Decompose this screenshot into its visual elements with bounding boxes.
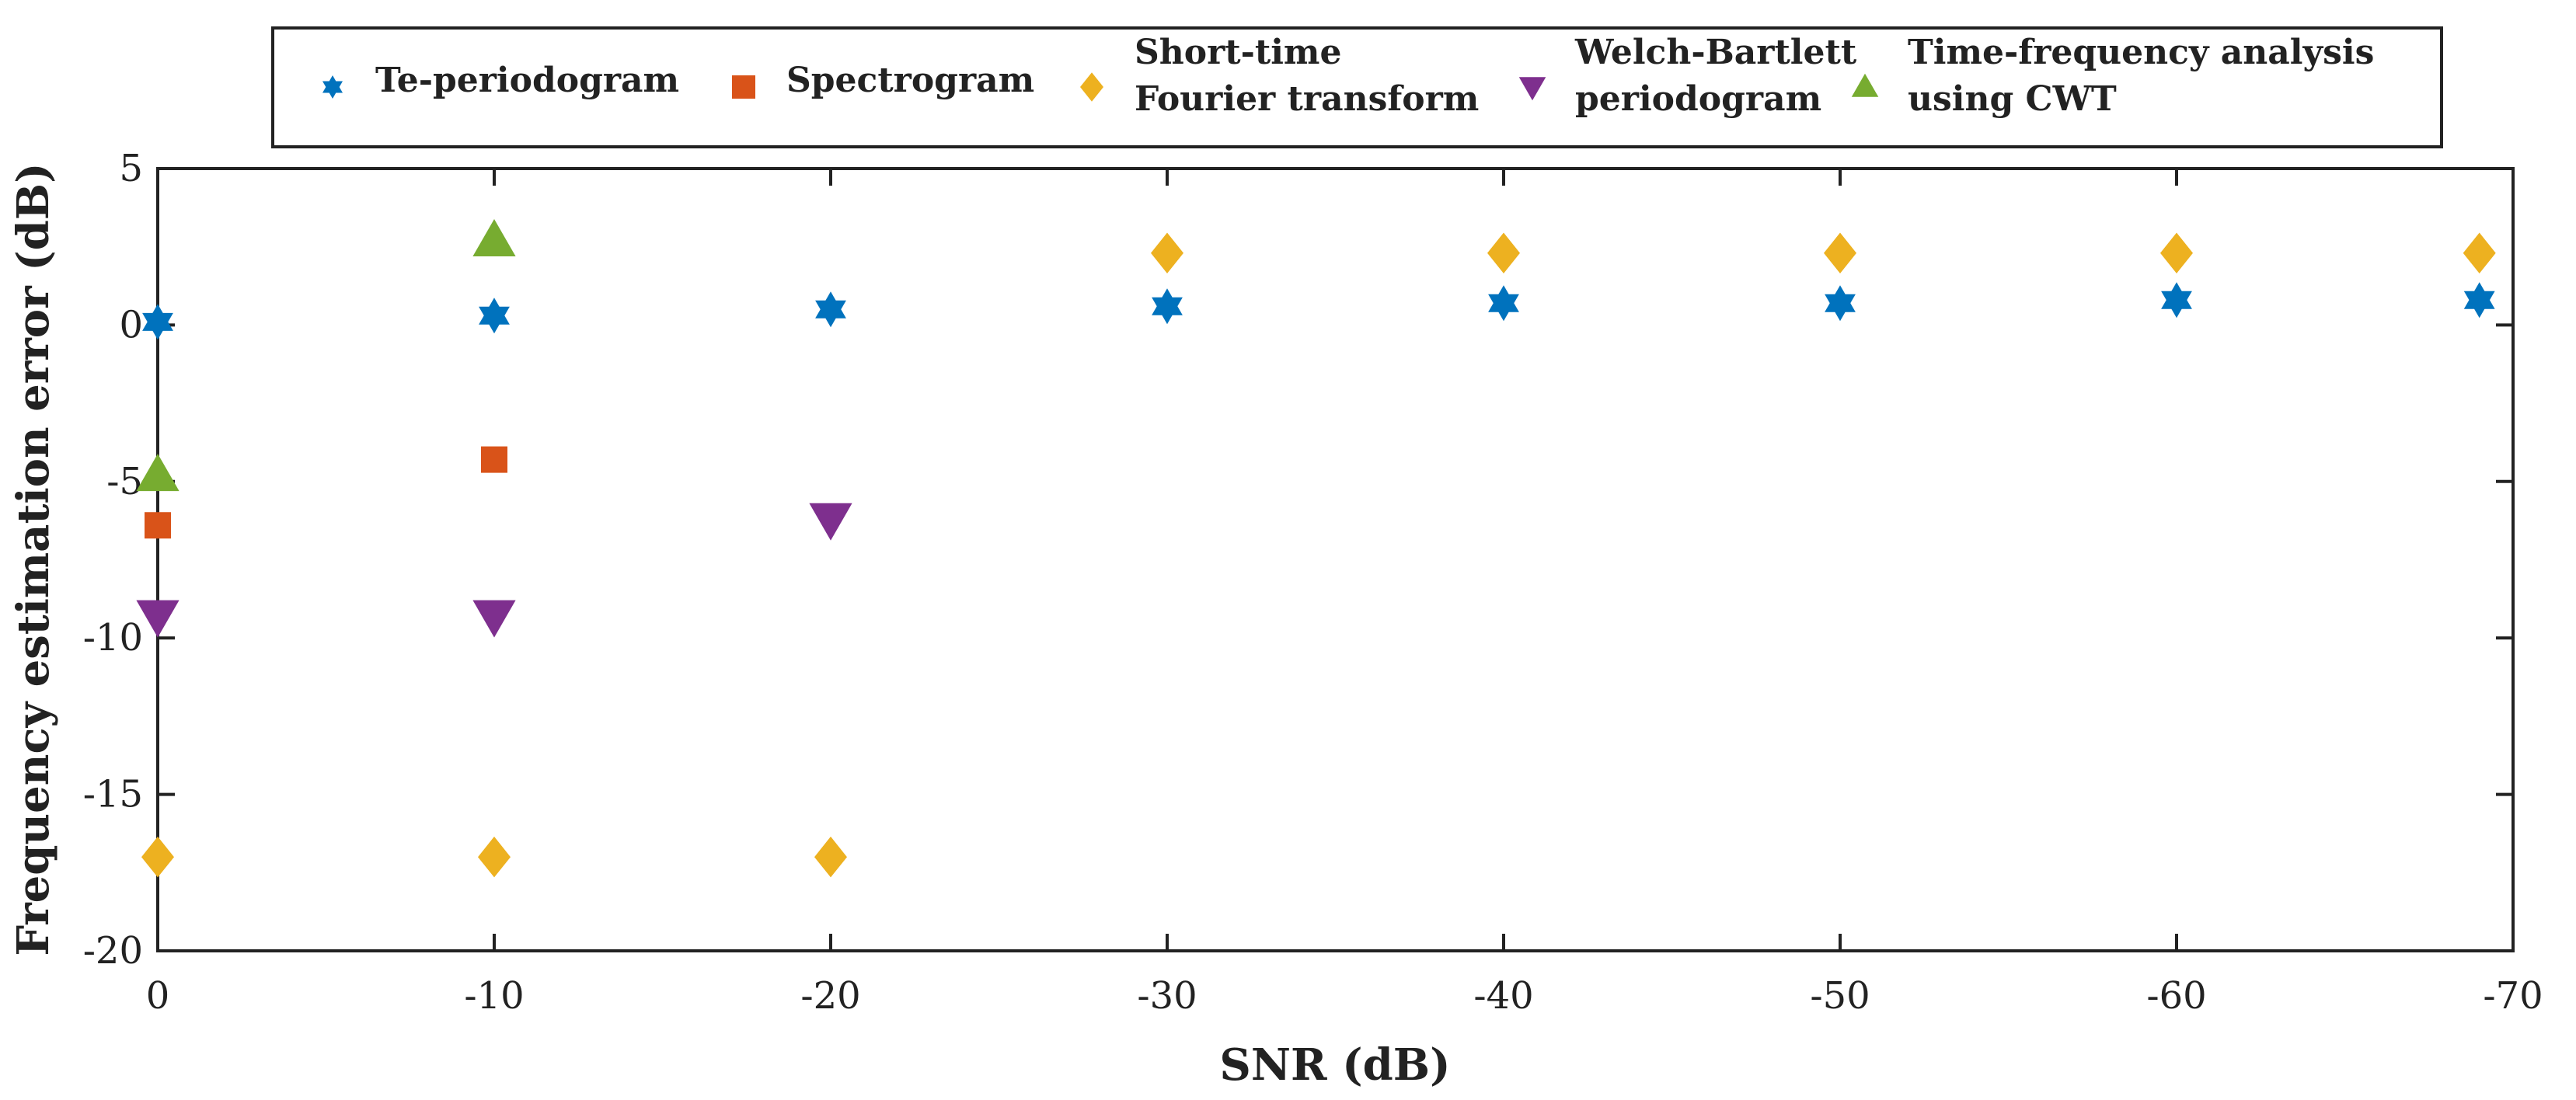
data-point	[809, 503, 852, 541]
legend-marker	[1518, 77, 1546, 101]
legend-marker	[732, 75, 755, 99]
x-tick-label: -70	[2483, 974, 2543, 1018]
data-point	[2463, 232, 2496, 273]
data-point	[472, 600, 516, 638]
data-point	[136, 600, 180, 638]
x-tick-label: -50	[1810, 974, 1870, 1018]
data-point	[142, 304, 173, 340]
series-hexagram	[142, 282, 2495, 340]
data-point	[478, 836, 511, 878]
y-tick-label: -20	[83, 929, 143, 973]
data-point	[136, 454, 180, 492]
y-tick-label: -15	[83, 773, 143, 816]
data-point	[2161, 282, 2192, 319]
legend-label-line: Time-frequency analysis	[1908, 33, 2374, 72]
data-point	[1152, 288, 1183, 325]
legend-marker	[1080, 72, 1103, 102]
legend-label: Spectrogram	[786, 61, 1034, 100]
data-point	[479, 298, 510, 334]
data-point	[815, 291, 846, 328]
data-point	[141, 836, 174, 878]
plot-frame	[156, 167, 2515, 952]
data-point	[145, 512, 171, 539]
series-triangle-up	[136, 219, 516, 492]
data-point	[481, 446, 507, 473]
data-markers	[136, 219, 2496, 878]
series-triangle-down	[136, 503, 852, 638]
legend-label-line: Short-time	[1135, 33, 1341, 72]
data-point	[472, 219, 516, 256]
series-diamond	[141, 232, 2496, 878]
data-point	[1824, 232, 1856, 273]
data-point	[1487, 232, 1520, 273]
x-tick-label: -60	[2146, 974, 2206, 1018]
legend: Te-periodogram Spectrogram Short-time Fouri…	[271, 26, 2443, 148]
x-tick-label: 0	[146, 974, 170, 1018]
x-axis-title: SNR (dB)	[1219, 1039, 1450, 1091]
y-axis-title: Frequency estimation error (dB)	[8, 162, 59, 956]
legend-marker	[1851, 73, 1879, 97]
y-tick-label: 5	[119, 147, 143, 190]
x-tick-label: -30	[1137, 974, 1197, 1018]
legend-label-line: Fourier transform	[1135, 79, 1479, 119]
data-point	[814, 836, 847, 878]
data-point	[2463, 282, 2495, 319]
series-square	[145, 446, 507, 539]
legend-label: Te-periodogram	[375, 61, 679, 100]
x-tick-label: -20	[800, 974, 860, 1018]
y-tick-label: -10	[83, 616, 143, 660]
legend-box	[271, 26, 2443, 148]
x-tick-label: -40	[1473, 974, 1533, 1018]
data-point	[1151, 232, 1183, 273]
y-tick-label: 0	[119, 303, 143, 346]
data-point	[1488, 285, 1519, 322]
legend-label-line: Welch-Bartlett	[1574, 33, 1857, 72]
legend-marker	[322, 75, 343, 99]
x-tick-label: -10	[464, 974, 524, 1018]
y-tick-label: -5	[106, 460, 143, 503]
data-point	[2160, 232, 2193, 273]
tick-labels: 0 -10 -20 -30 -40 -50 -60 -70 5 0 -5 -10 -15 -20	[83, 147, 2543, 1018]
legend-label-line: using CWT	[1908, 79, 2117, 119]
data-point	[1825, 285, 1856, 322]
legend-label-line: periodogram	[1575, 79, 1821, 119]
